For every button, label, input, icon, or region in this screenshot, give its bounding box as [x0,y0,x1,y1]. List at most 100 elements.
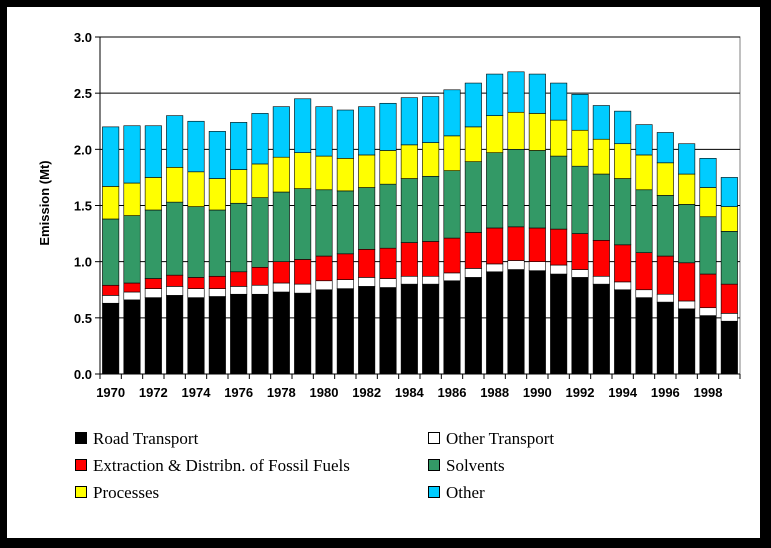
bar-segment-extraction-distribn-of-fossil-fuels [635,252,653,291]
bar-segment-other [486,73,504,116]
bar-segment-other [614,110,632,145]
bar-segment-road-transport [230,293,248,375]
bar-segment-solvents [102,218,120,286]
bar-segment-road-transport [336,288,354,375]
bar-segment-processes [443,135,461,171]
bar-segment-solvents [699,216,717,275]
bar-segment-road-transport [571,277,589,375]
x-tick-label: 1984 [395,385,425,400]
bar-segment-solvents [464,161,482,233]
y-tick-label: 2.5 [74,86,92,101]
x-tick-label: 1978 [267,385,296,400]
y-tick-label: 1.0 [74,255,92,270]
bar-segment-other-transport [315,280,333,291]
bar-segment-processes [144,177,162,211]
bar-segment-other-transport [102,295,120,304]
bar-segment-solvents [208,209,226,277]
bar-segment-other [251,113,269,165]
bar-segment-road-transport [123,299,141,375]
bar-segment-other [592,105,610,140]
bar-segment-other-transport [379,278,397,288]
bar-segment-other-transport [123,291,141,301]
bar-segment-solvents [166,201,184,276]
legend-label: Other Transport [446,429,555,448]
bar-segment-road-transport [720,320,738,375]
bar-segment-solvents [422,175,440,242]
bar-segment-other [166,115,184,168]
bar-segment-other [528,73,546,114]
bar-segment-extraction-distribn-of-fossil-fuels [379,247,397,279]
bar-segment-extraction-distribn-of-fossil-fuels [443,237,461,274]
bar-segment-other [379,102,397,151]
y-tick-label: 0.0 [74,367,92,382]
bar-segment-other-transport [699,307,717,316]
bar-segment-processes [315,155,333,191]
bar-segment-road-transport [400,283,418,375]
legend-swatch-road-transport [75,432,87,444]
bar-segment-processes [294,152,312,189]
bar-segment-processes [187,171,205,207]
bar-segment-road-transport [187,297,205,375]
bar-segment-processes [528,113,546,151]
bar-segment-solvents [486,152,504,229]
bar-segment-other [443,89,461,137]
bars [102,71,738,375]
bar-segment-solvents [528,150,546,229]
bar-segment-extraction-distribn-of-fossil-fuels [294,259,312,285]
x-tick-label: 1986 [438,385,467,400]
bar-segment-other [678,143,696,175]
bar-segment-solvents [230,202,248,273]
bar-segment-other-transport [635,289,653,298]
bar-segment-other [315,106,333,157]
bar-segment-extraction-distribn-of-fossil-fuels [528,227,546,262]
bar-segment-other [230,122,248,170]
x-tick-label: 1980 [310,385,339,400]
bar-segment-other-transport [144,288,162,298]
bar-segment-extraction-distribn-of-fossil-fuels [614,244,632,283]
x-tick-label: 1970 [96,385,125,400]
bar-segment-other [144,125,162,178]
bar-segment-processes [592,138,610,175]
legend-label: Road Transport [93,429,199,448]
x-tick-label: 1972 [139,385,168,400]
bar-segment-processes [486,115,504,153]
y-tick-label: 0.5 [74,311,92,326]
bar-segment-solvents [720,231,738,285]
bar-segment-extraction-distribn-of-fossil-fuels [592,240,610,277]
bar-segment-extraction-distribn-of-fossil-fuels [464,232,482,269]
bar-segment-other-transport [678,300,696,310]
bar-segment-extraction-distribn-of-fossil-fuels [550,228,568,266]
bar-segment-processes [123,182,141,216]
legend-label: Extraction & Distribn. of Fossil Fuels [93,456,350,475]
bar-segment-solvents [678,204,696,264]
bar-segment-processes [336,158,354,192]
bar-segment-road-transport [550,273,568,375]
bar-segment-other-transport [528,261,546,271]
legend-swatch-extraction [75,459,87,471]
stacked-bar-chart: 0.0 0.5 1.0 1.5 2.0 2.5 3.0 1970 1972 1974 1976 197… [37,30,741,400]
bar-segment-extraction-distribn-of-fossil-fuels [571,233,589,270]
bar-segment-processes [656,162,674,196]
bar-segment-processes [550,119,568,157]
bar-segment-other [123,125,141,184]
bar-segment-other [464,82,482,128]
bar-segment-solvents [507,149,525,228]
x-tick-label: 1990 [523,385,552,400]
bar-segment-other-transport [272,282,290,293]
bar-segment-road-transport [379,287,397,375]
bar-segment-other [294,98,312,153]
legend-label: Processes [93,483,160,502]
bar-segment-processes [678,173,696,205]
bar-segment-processes [251,163,269,198]
bar-segment-processes [272,156,290,193]
bar-segment-other-transport [720,313,738,322]
bar-segment-processes [422,142,440,177]
bar-segment-extraction-distribn-of-fossil-fuels [144,278,162,289]
bar-segment-solvents [272,191,290,262]
bar-segment-other-transport [230,286,248,295]
bar-segment-extraction-distribn-of-fossil-fuels [166,274,184,287]
bar-segment-other [422,96,440,143]
bar-segment-solvents [550,155,568,230]
legend-swatch-other [428,486,440,498]
bar-segment-extraction-distribn-of-fossil-fuels [507,226,525,261]
